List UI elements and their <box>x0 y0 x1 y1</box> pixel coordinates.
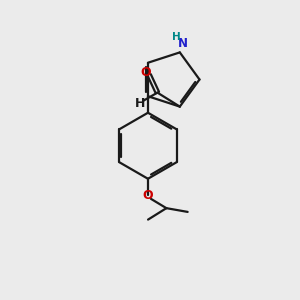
Text: O: O <box>140 66 151 79</box>
Text: N: N <box>178 38 188 50</box>
Text: H: H <box>135 98 145 110</box>
Text: H: H <box>172 32 181 42</box>
Text: O: O <box>142 189 153 202</box>
